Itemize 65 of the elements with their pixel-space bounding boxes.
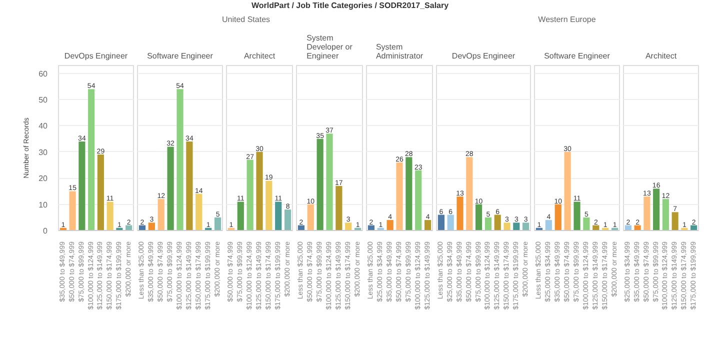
bar	[176, 89, 184, 230]
bar	[78, 141, 86, 230]
chart-title: Software Engineer	[544, 52, 610, 60]
chart-title: System Administrator	[376, 42, 424, 60]
chart-title: DevOps Engineer	[452, 52, 516, 60]
bar	[256, 152, 263, 230]
bar	[447, 214, 454, 230]
bar	[644, 196, 650, 230]
chart-title: Architect	[244, 52, 276, 60]
text: United States	[222, 14, 270, 26]
bar	[406, 157, 412, 230]
y-tick-label: 50	[38, 96, 48, 105]
bar	[504, 222, 510, 230]
bar	[69, 191, 76, 230]
y-tick-label: 30	[38, 148, 48, 157]
bar	[158, 199, 164, 230]
bar	[167, 146, 174, 230]
bar	[466, 157, 473, 230]
text: Western Europe	[538, 14, 596, 26]
bar	[106, 202, 114, 230]
y-tick-label: 40	[38, 122, 48, 131]
bar	[148, 222, 155, 230]
bar	[513, 222, 520, 230]
bar	[237, 202, 244, 230]
bar	[386, 220, 394, 230]
bar	[583, 217, 590, 230]
chart-title: Architect	[645, 52, 678, 60]
bar	[574, 202, 580, 230]
bar	[88, 89, 95, 230]
bar	[275, 202, 282, 230]
bar	[662, 199, 669, 230]
y-tick-label: 0	[43, 226, 48, 236]
bar	[672, 212, 678, 230]
bar	[494, 214, 501, 230]
bar	[545, 220, 552, 230]
bar	[476, 204, 482, 230]
bar	[345, 222, 352, 230]
bar	[438, 214, 444, 230]
bar	[284, 210, 292, 230]
text: WorldPart / Job Title Categories / SODR2017_Salary	[251, 0, 449, 12]
bar	[316, 138, 324, 230]
bar	[564, 152, 571, 230]
bar	[484, 217, 492, 230]
bar	[522, 222, 530, 230]
bar	[424, 220, 432, 230]
y-tick-label: 10	[38, 200, 48, 210]
bar	[196, 194, 202, 230]
bar	[336, 186, 342, 230]
bar	[266, 180, 272, 230]
bar	[326, 134, 333, 230]
bar	[396, 162, 403, 230]
bar	[307, 204, 314, 230]
bar	[97, 154, 104, 230]
chart-title: DevOps Engineer	[64, 52, 128, 60]
chart-title: Software Engineer	[147, 52, 214, 60]
bar	[214, 217, 222, 230]
bar	[415, 170, 422, 230]
y-tick-label: 20	[38, 174, 48, 184]
bar	[186, 141, 193, 230]
chart-title: System Developer or Engineer	[306, 34, 353, 60]
y-tick-label: 60	[38, 69, 48, 78]
bar	[246, 160, 254, 230]
bar	[456, 196, 464, 230]
bar	[554, 204, 562, 230]
bar	[653, 188, 660, 230]
